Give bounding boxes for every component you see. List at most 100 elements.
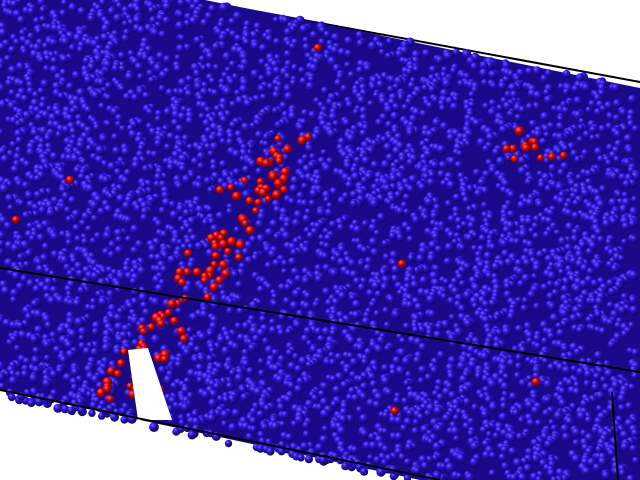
matrix-particle	[344, 49, 353, 59]
matrix-particle	[397, 93, 405, 102]
matrix-particle	[382, 253, 391, 262]
matrix-particle	[4, 193, 15, 204]
matrix-particle	[503, 290, 513, 300]
matrix-particle	[285, 348, 294, 358]
defect-particles	[11, 43, 568, 416]
matrix-particle	[526, 418, 536, 428]
matrix-particle	[479, 426, 488, 435]
matrix-particle	[574, 155, 582, 164]
matrix-particle	[393, 190, 403, 200]
matrix-particle	[302, 42, 311, 52]
matrix-particle	[8, 88, 17, 97]
matrix-particle	[201, 218, 210, 227]
matrix-particle	[93, 123, 101, 132]
defect-particle	[264, 195, 273, 203]
matrix-particle	[0, 183, 10, 194]
matrix-particle	[64, 231, 74, 241]
matrix-particle	[210, 88, 220, 98]
matrix-particle	[523, 321, 533, 331]
defect-particle	[65, 175, 75, 185]
matrix-particle	[608, 197, 619, 208]
matrix-particle	[3, 221, 13, 231]
matrix-particle	[154, 115, 162, 123]
matrix-particle	[592, 261, 603, 271]
matrix-particle	[596, 155, 606, 164]
matrix-particle	[233, 89, 242, 97]
matrix-particle	[40, 79, 50, 89]
defect-particle	[531, 377, 541, 387]
matrix-particle	[307, 75, 315, 84]
matrix-particle	[287, 111, 298, 122]
matrix-particle	[264, 261, 273, 271]
matrix-particle	[438, 104, 447, 113]
matrix-particle	[302, 430, 311, 439]
matrix-particle	[115, 2, 124, 10]
matrix-particle	[430, 366, 439, 375]
matrix-particle	[283, 395, 293, 405]
matrix-particle	[474, 250, 483, 259]
matrix-particle	[576, 136, 584, 144]
matrix-particle	[308, 153, 317, 161]
matrix-particle	[350, 445, 359, 454]
matrix-particle	[530, 405, 541, 416]
matrix-particle	[148, 6, 156, 15]
matrix-particle	[367, 100, 375, 108]
matrix-particle	[284, 85, 292, 93]
matrix-particle	[182, 284, 193, 295]
matrix-particle	[288, 184, 299, 194]
matrix-particle	[85, 183, 95, 194]
matrix-particle	[584, 416, 593, 425]
matrix-particle	[556, 196, 567, 207]
matrix-particle	[64, 340, 74, 350]
matrix-particle	[70, 383, 79, 392]
matrix-particle	[472, 168, 482, 178]
matrix-particle	[580, 263, 589, 273]
matrix-particle	[138, 292, 149, 303]
matrix-particle	[403, 417, 413, 427]
matrix-particle	[249, 30, 259, 40]
matrix-particle	[575, 173, 583, 182]
matrix-particle	[316, 334, 326, 344]
matrix-particle	[381, 411, 390, 420]
matrix-particle	[100, 23, 111, 34]
matrix-particle	[488, 243, 498, 252]
matrix-particle	[84, 105, 93, 114]
matrix-particle	[35, 264, 45, 274]
matrix-particle	[85, 144, 94, 153]
matrix-particle	[249, 122, 257, 130]
matrix-particle	[208, 389, 219, 400]
matrix-particle	[8, 369, 17, 378]
matrix-particle	[504, 90, 512, 99]
matrix-particle	[491, 147, 501, 157]
matrix-particle	[546, 468, 556, 478]
matrix-particle	[499, 239, 509, 249]
matrix-particle	[270, 421, 280, 431]
matrix-particle	[230, 270, 239, 279]
matrix-particle	[393, 416, 404, 426]
matrix-particle	[405, 225, 414, 234]
matrix-particle	[413, 467, 421, 475]
matrix-particle	[320, 149, 328, 157]
matrix-particle	[452, 414, 461, 422]
matrix-particle	[296, 377, 305, 386]
matrix-particle	[509, 90, 519, 100]
matrix-particle	[426, 253, 437, 264]
matrix-particle	[513, 371, 522, 380]
matrix-particle	[309, 30, 319, 40]
matrix-particle	[167, 255, 177, 265]
matrix-particle	[202, 118, 212, 128]
matrix-particle	[451, 286, 460, 296]
matrix-particle	[498, 81, 507, 91]
matrix-particle	[134, 239, 145, 250]
matrix-particle	[272, 16, 280, 24]
matrix-particle	[96, 77, 106, 88]
matrix-particle	[543, 131, 551, 139]
matrix-particle	[411, 215, 421, 225]
matrix-particle	[193, 36, 203, 46]
matrix-particle	[68, 127, 78, 136]
matrix-particle	[183, 43, 192, 52]
matrix-particle	[458, 279, 467, 288]
matrix-particle	[412, 418, 420, 426]
matrix-particle	[450, 426, 461, 437]
matrix-particle	[259, 93, 268, 101]
